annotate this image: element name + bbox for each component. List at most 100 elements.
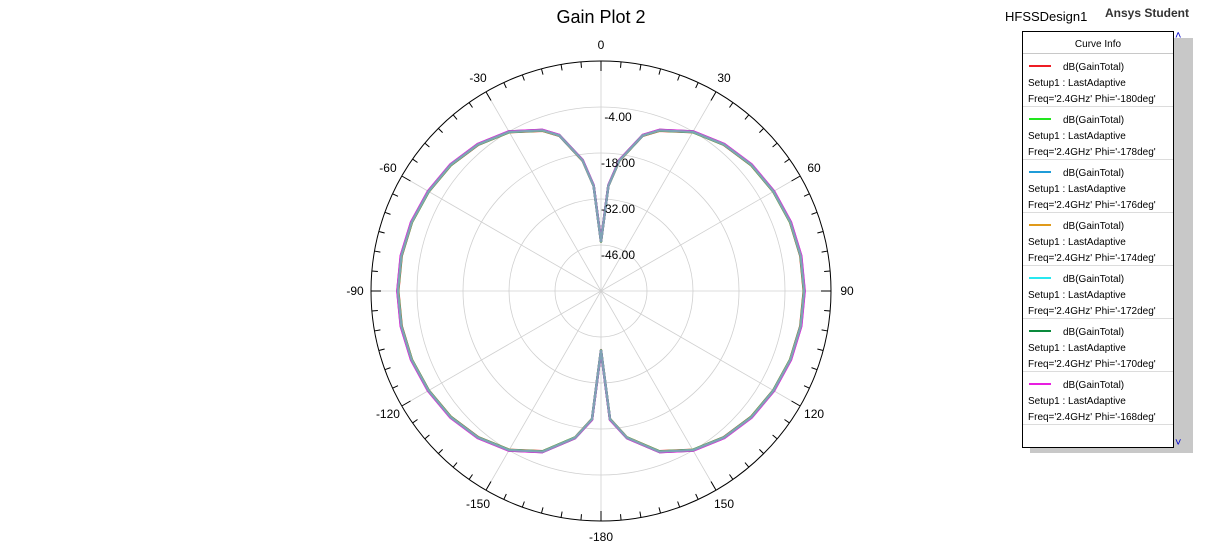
angle-tick: [772, 434, 778, 440]
gain-curves: [396, 128, 806, 454]
legend-entry-freq: Freq='2.4GHz' Phi='-176deg': [1028, 200, 1156, 211]
legend-entry-freq: Freq='2.4GHz' Phi='-174deg': [1028, 253, 1156, 264]
angle-tick-label: -60: [379, 161, 397, 175]
legend-entry-setup: Setup1 : LastAdaptive: [1028, 237, 1126, 248]
angle-tick: [424, 434, 430, 440]
angle-tick: [803, 385, 810, 389]
angle-tick: [580, 514, 582, 521]
legend-entry[interactable]: dB(GainTotal) Setup1 : LastAdaptive Freq='…: [1023, 54, 1173, 107]
legend-entry-title-row: dB(GainTotal): [1028, 60, 1173, 76]
angle-tick: [452, 462, 458, 468]
angle-tick-label: 60: [807, 161, 821, 175]
angle-tick: [378, 230, 385, 234]
radial-tick-label: -18.00: [601, 156, 635, 170]
legend-entry[interactable]: dB(GainTotal) Setup1 : LastAdaptive Freq='…: [1023, 160, 1173, 213]
legend-entry-title-row: dB(GainTotal): [1028, 166, 1173, 182]
legend-entries: dB(GainTotal) Setup1 : LastAdaptive Freq='…: [1023, 54, 1173, 425]
legend-entry-title-row: dB(GainTotal): [1028, 325, 1173, 341]
angle-tick: [374, 329, 381, 332]
angle-tick: [817, 348, 824, 352]
legend-entry-freq: Freq='2.4GHz' Phi='-178deg': [1028, 147, 1156, 158]
angle-tick-label: -90: [346, 284, 364, 298]
legend-line-swatch: [1029, 330, 1051, 332]
angle-tick: [384, 211, 391, 215]
angle-tick: [424, 142, 430, 148]
angle-tick: [560, 511, 563, 518]
legend-entry[interactable]: dB(GainTotal) Setup1 : LastAdaptive Freq='…: [1023, 213, 1173, 266]
gain-curve-overlay: [396, 129, 806, 453]
chevron-down-icon[interactable]: ˅: [1175, 437, 1182, 449]
angle-tick: [811, 367, 818, 371]
angle-tick: [772, 142, 778, 148]
legend-entry-setup: Setup1 : LastAdaptive: [1028, 131, 1126, 142]
angle-tick-label: 120: [804, 407, 824, 421]
radial-tick-label: -32.00: [601, 202, 635, 216]
angle-tick: [412, 158, 418, 163]
angle-tick: [468, 102, 473, 108]
curve-info-legend[interactable]: Curve Info dB(GainTotal) Setup1 : LastAda…: [1022, 31, 1174, 448]
legend-entry-name: dB(GainTotal): [1063, 62, 1125, 73]
angle-tick: [401, 400, 411, 407]
angle-tick: [677, 501, 681, 508]
angle-tick: [401, 175, 411, 182]
angle-tick: [540, 68, 544, 75]
angle-tick: [824, 310, 831, 312]
angle-tick: [521, 501, 525, 508]
angle-tick: [503, 82, 507, 89]
angle-tick-label: 0: [598, 38, 605, 52]
legend-entry[interactable]: dB(GainTotal) Setup1 : LastAdaptive Freq='…: [1023, 372, 1173, 425]
angle-tick: [384, 367, 391, 371]
legend-entry-title-row: dB(GainTotal): [1028, 113, 1173, 129]
legend-entry-name: dB(GainTotal): [1063, 274, 1125, 285]
angle-tick-label: 90: [840, 284, 854, 298]
axis-labels: 0 30 60 90 120 150 -180 -150 -120 -90 -60 -30 -4.00 -…: [346, 38, 854, 544]
angle-tick-label: -120: [376, 407, 400, 421]
legend-entry-setup: Setup1 : LastAdaptive: [1028, 184, 1126, 195]
chevron-up-icon[interactable]: ˄: [1175, 30, 1182, 42]
angle-tick: [392, 193, 399, 197]
legend-entry-freq: Freq='2.4GHz' Phi='-172deg': [1028, 306, 1156, 317]
legend-entry-setup: Setup1 : LastAdaptive: [1028, 343, 1126, 354]
legend-line-swatch: [1029, 65, 1051, 67]
angle-tick: [540, 507, 544, 514]
angle-tick: [392, 385, 399, 389]
legend-entry[interactable]: dB(GainTotal) Setup1 : LastAdaptive Freq='…: [1023, 319, 1173, 372]
grid-spoke: [485, 290, 602, 491]
legend-entry-name: dB(GainTotal): [1063, 168, 1125, 179]
radial-tick-label: -4.00: [604, 110, 632, 124]
grid-spoke: [600, 91, 717, 292]
angle-tick: [639, 511, 642, 518]
legend-entry-freq: Freq='2.4GHz' Phi='-168deg': [1028, 412, 1156, 423]
legend-header: Curve Info: [1023, 32, 1173, 54]
grid-spoke: [600, 175, 801, 292]
design-name: HFSSDesign1: [1005, 9, 1088, 24]
angle-tick: [817, 230, 824, 234]
angle-tick-marks: [371, 61, 831, 521]
legend-entry-setup: Setup1 : LastAdaptive: [1028, 396, 1126, 407]
grid-spoke: [485, 91, 602, 292]
legend-entry-title-row: dB(GainTotal): [1028, 378, 1173, 394]
legend-entry[interactable]: dB(GainTotal) Setup1 : LastAdaptive Freq='…: [1023, 107, 1173, 160]
angle-tick: [485, 91, 492, 101]
angle-tick: [744, 114, 750, 120]
angle-tick: [560, 64, 563, 71]
angle-tick: [371, 270, 378, 272]
legend-entry[interactable]: dB(GainTotal) Setup1 : LastAdaptive Freq='…: [1023, 266, 1173, 319]
angle-tick: [378, 348, 385, 352]
angle-tick: [803, 193, 810, 197]
angle-tick: [821, 329, 828, 332]
angle-tick: [438, 449, 443, 454]
angle-tick: [580, 61, 582, 68]
angle-tick-label: -150: [466, 497, 490, 511]
legend-entry-freq: Freq='2.4GHz' Phi='-170deg': [1028, 359, 1156, 370]
grid-spoke: [600, 290, 717, 491]
angle-tick: [639, 64, 642, 71]
angle-tick: [503, 493, 507, 500]
legend-entry-title-row: dB(GainTotal): [1028, 219, 1173, 235]
polar-plot: 0 30 60 90 120 150 -180 -150 -120 -90 -60 -30 -4.00 -…: [346, 38, 854, 544]
angle-tick: [438, 128, 443, 133]
angle-tick: [759, 449, 764, 454]
angle-tick: [468, 474, 473, 480]
angle-tick: [620, 514, 622, 521]
angle-tick: [374, 250, 381, 253]
